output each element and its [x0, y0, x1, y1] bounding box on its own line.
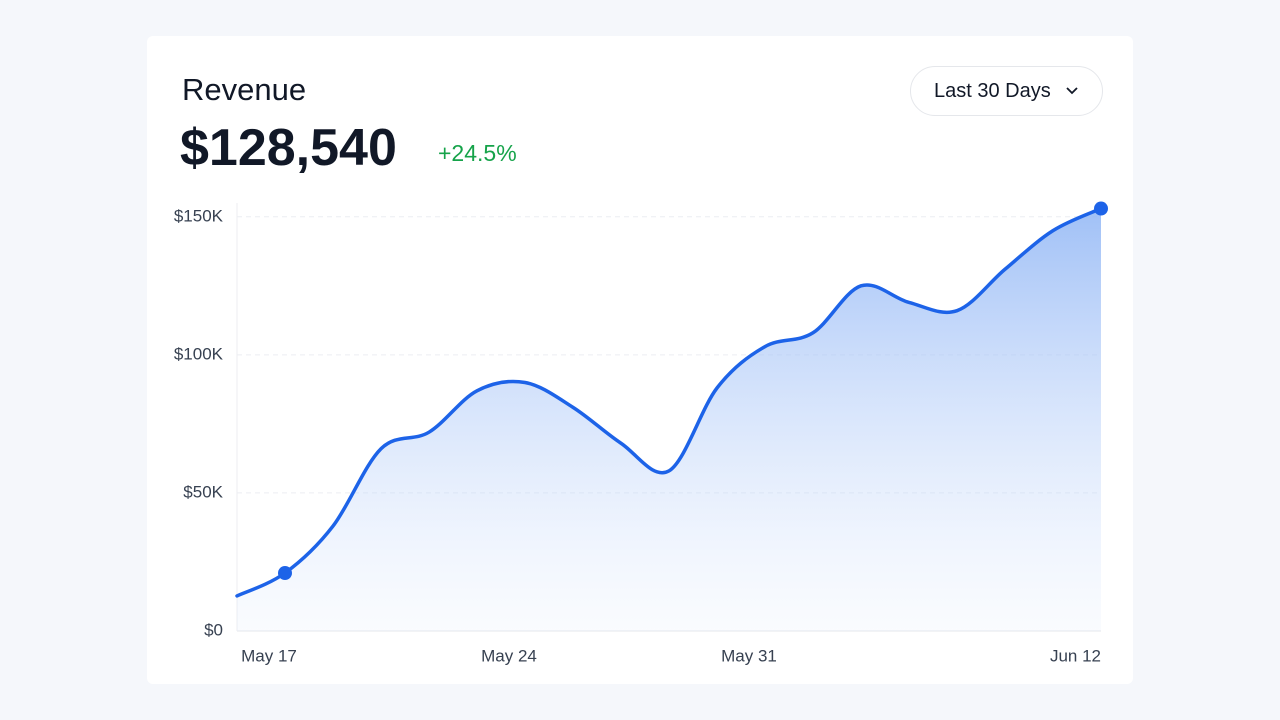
card-title: Revenue — [182, 72, 307, 107]
point-marker — [278, 566, 292, 581]
x-tick-label: Jun 12 — [1050, 646, 1101, 665]
line — [235, 206, 1103, 598]
point-marker — [1094, 201, 1108, 216]
plot: $0 $50K $100K $150K May 17 May 24 May 31 Jun 12 — [174, 201, 1108, 665]
y-tick-label: $100K — [174, 344, 224, 363]
y-tick-label: $150K — [174, 206, 224, 225]
range-dropdown[interactable]: Last 30 Days — [910, 66, 1103, 116]
y-tick-label: $0 — [204, 620, 223, 639]
y-tick-label: $50K — [183, 482, 223, 501]
x-tick-label: May 31 — [721, 646, 777, 665]
area — [237, 208, 1101, 631]
change-badge: +24.5% — [438, 140, 517, 166]
x-tick-label: May 24 — [481, 646, 537, 665]
total-value: $128,540 — [180, 119, 397, 177]
revenue-card: $0 $50K $100K $150K May 17 May 24 May 31 Jun 12… — [147, 36, 1133, 684]
x-tick-label: May 17 — [241, 646, 297, 665]
dropdown-label: Last 30 Days — [934, 79, 1051, 102]
chevron — [1066, 87, 1078, 95]
